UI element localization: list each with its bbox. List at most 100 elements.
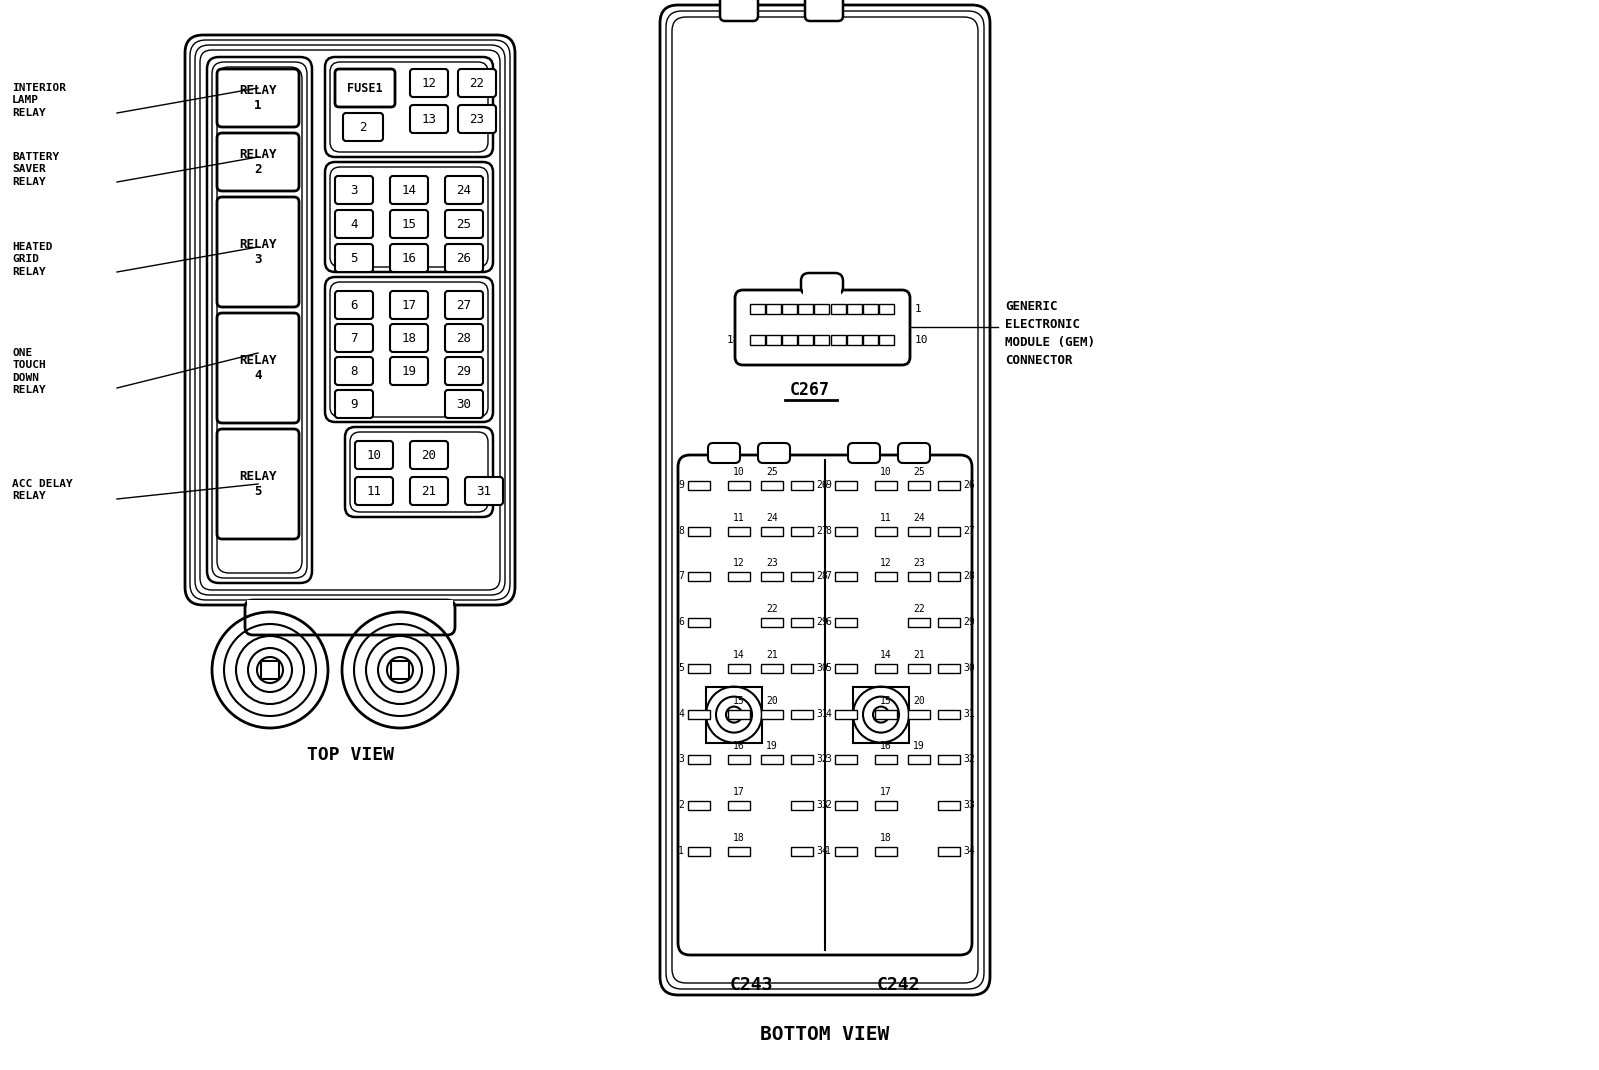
Text: 21: 21 xyxy=(422,485,437,498)
Text: 25: 25 xyxy=(766,467,777,477)
Bar xyxy=(761,709,784,719)
Text: 2: 2 xyxy=(825,800,831,810)
Bar xyxy=(688,709,710,719)
Bar xyxy=(830,335,846,345)
Text: 8: 8 xyxy=(350,365,358,378)
Bar xyxy=(792,709,812,719)
Text: 31: 31 xyxy=(963,708,975,719)
Bar xyxy=(908,572,931,581)
Text: 4: 4 xyxy=(350,217,358,230)
Text: 33: 33 xyxy=(815,800,828,810)
Text: 14: 14 xyxy=(879,649,892,660)
FancyBboxPatch shape xyxy=(336,68,395,107)
FancyBboxPatch shape xyxy=(325,57,492,157)
Text: 17: 17 xyxy=(401,299,416,311)
FancyBboxPatch shape xyxy=(445,244,483,272)
Bar xyxy=(908,526,931,536)
FancyBboxPatch shape xyxy=(804,0,843,21)
Text: 30: 30 xyxy=(963,662,975,673)
Bar xyxy=(792,526,812,536)
Bar xyxy=(688,846,710,856)
Bar xyxy=(879,304,894,314)
Text: 26: 26 xyxy=(963,480,975,490)
Text: C243: C243 xyxy=(729,976,772,994)
FancyBboxPatch shape xyxy=(206,57,312,583)
Bar xyxy=(688,572,710,581)
FancyBboxPatch shape xyxy=(409,68,448,97)
Text: 23: 23 xyxy=(470,112,484,125)
FancyBboxPatch shape xyxy=(217,429,299,539)
Bar xyxy=(863,304,878,314)
FancyBboxPatch shape xyxy=(457,68,496,97)
Bar xyxy=(814,304,830,314)
Bar xyxy=(908,663,931,673)
Bar xyxy=(761,663,784,673)
FancyBboxPatch shape xyxy=(758,443,790,463)
Bar xyxy=(782,335,798,345)
Text: 5: 5 xyxy=(825,662,831,673)
Text: 29: 29 xyxy=(815,617,828,627)
Bar xyxy=(688,618,710,627)
Text: BATTERY
SAVER
RELAY: BATTERY SAVER RELAY xyxy=(13,152,59,187)
Text: 8: 8 xyxy=(825,525,831,536)
Text: 12: 12 xyxy=(732,559,745,568)
Text: 18: 18 xyxy=(879,832,892,843)
Text: 9: 9 xyxy=(734,304,740,314)
FancyBboxPatch shape xyxy=(445,324,483,352)
FancyBboxPatch shape xyxy=(336,291,373,319)
Text: INTERIOR
LAMP
RELAY: INTERIOR LAMP RELAY xyxy=(13,83,66,118)
Bar xyxy=(835,618,857,627)
Bar xyxy=(852,687,908,743)
Bar xyxy=(835,846,857,856)
Bar xyxy=(792,755,812,764)
Text: 15: 15 xyxy=(401,217,416,230)
Text: 27: 27 xyxy=(456,299,472,311)
FancyBboxPatch shape xyxy=(409,441,448,469)
FancyBboxPatch shape xyxy=(899,443,931,463)
Text: 19: 19 xyxy=(766,742,777,751)
Text: 12: 12 xyxy=(879,559,892,568)
Text: 28: 28 xyxy=(456,332,472,345)
Text: 7: 7 xyxy=(678,571,684,581)
Text: 29: 29 xyxy=(456,365,472,378)
FancyBboxPatch shape xyxy=(325,277,492,422)
Bar xyxy=(875,846,897,856)
Text: 11: 11 xyxy=(879,513,892,523)
Text: 5: 5 xyxy=(350,251,358,264)
Text: 22: 22 xyxy=(913,605,924,614)
Bar xyxy=(766,304,780,314)
Text: 5: 5 xyxy=(678,662,684,673)
Text: 24: 24 xyxy=(913,513,924,523)
Bar xyxy=(803,290,841,299)
Text: 10: 10 xyxy=(915,335,929,345)
Text: 1: 1 xyxy=(825,845,831,856)
FancyBboxPatch shape xyxy=(445,210,483,238)
FancyBboxPatch shape xyxy=(390,324,429,352)
FancyBboxPatch shape xyxy=(708,443,740,463)
Bar xyxy=(728,801,750,810)
FancyBboxPatch shape xyxy=(409,477,448,505)
Bar xyxy=(792,801,812,810)
Text: 3: 3 xyxy=(678,754,684,764)
FancyBboxPatch shape xyxy=(336,175,373,204)
Text: 6: 6 xyxy=(350,299,358,311)
Bar xyxy=(792,572,812,581)
Text: 29: 29 xyxy=(963,617,975,627)
Text: 6: 6 xyxy=(825,617,831,627)
Bar xyxy=(908,755,931,764)
Text: HEATED
GRID
RELAY: HEATED GRID RELAY xyxy=(13,242,53,277)
Bar xyxy=(908,482,931,490)
Text: FUSE1: FUSE1 xyxy=(347,81,382,94)
Text: 16: 16 xyxy=(879,742,892,751)
FancyBboxPatch shape xyxy=(445,175,483,204)
FancyBboxPatch shape xyxy=(355,477,393,505)
Bar xyxy=(846,304,862,314)
FancyBboxPatch shape xyxy=(390,244,429,272)
Text: 10: 10 xyxy=(879,467,892,477)
Bar xyxy=(939,526,959,536)
FancyBboxPatch shape xyxy=(245,600,456,635)
Text: 10: 10 xyxy=(732,467,745,477)
Bar xyxy=(939,709,959,719)
FancyBboxPatch shape xyxy=(336,244,373,272)
Text: ACC DELAY
RELAY: ACC DELAY RELAY xyxy=(13,479,72,502)
